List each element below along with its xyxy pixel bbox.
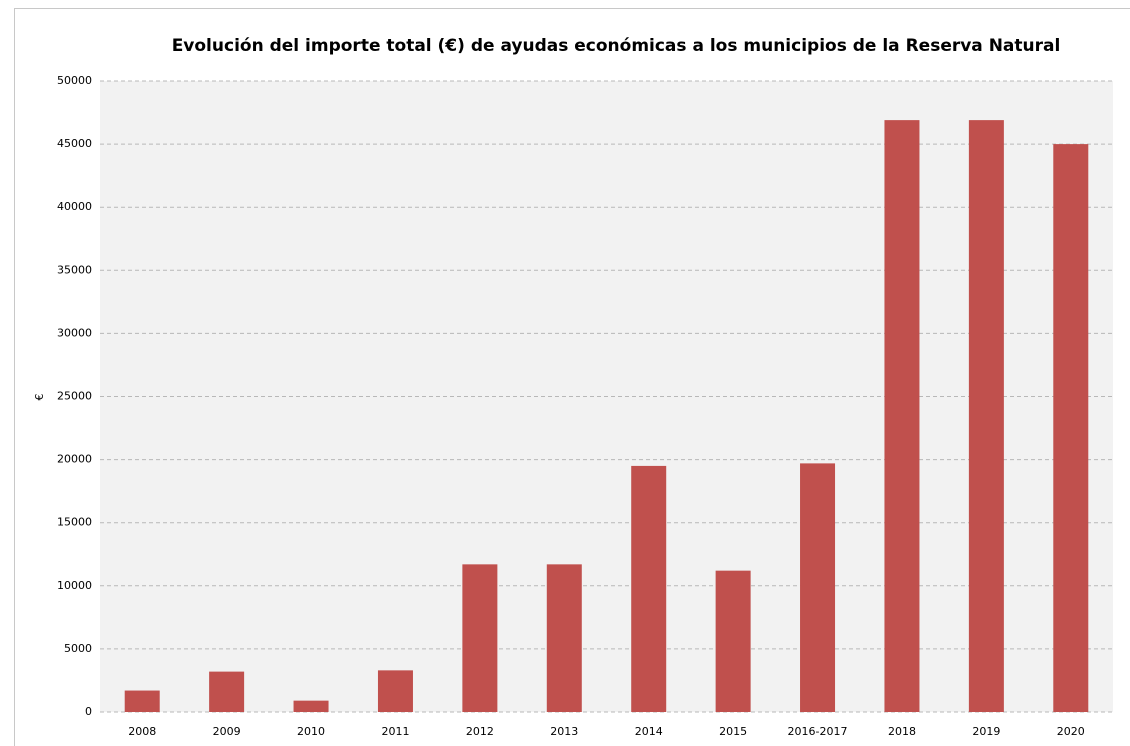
x-tick-label: 2020 — [1057, 725, 1085, 738]
y-tick-label: 10000 — [57, 579, 92, 592]
bar — [124, 690, 160, 712]
x-tick-label: 2009 — [213, 725, 241, 738]
x-tick-label: 2012 — [466, 725, 494, 738]
y-tick-label: 0 — [85, 705, 92, 718]
x-tick-label: 2019 — [972, 725, 1000, 738]
x-tick-label: 2008 — [128, 725, 156, 738]
bar — [377, 670, 413, 712]
y-tick-label: 15000 — [57, 516, 92, 529]
bar — [800, 463, 836, 712]
y-tick-label: 25000 — [57, 390, 92, 403]
y-tick-label: 50000 — [57, 74, 92, 87]
bar — [968, 120, 1004, 712]
x-tick-label: 2011 — [381, 725, 409, 738]
y-tick-label: 20000 — [57, 453, 92, 466]
y-tick-label: 5000 — [64, 642, 92, 655]
bar — [715, 570, 751, 712]
bar — [546, 564, 582, 712]
y-tick-label: 40000 — [57, 200, 92, 213]
bar — [462, 564, 498, 712]
y-tick-label: 30000 — [57, 326, 92, 339]
x-tick-label: 2013 — [550, 725, 578, 738]
y-axis-label: € — [33, 394, 46, 401]
bar — [631, 465, 667, 712]
bar — [884, 120, 920, 712]
y-tick-label: 35000 — [57, 263, 92, 276]
bar — [1053, 144, 1089, 713]
x-tick-label: 2010 — [297, 725, 325, 738]
bar — [293, 700, 329, 712]
y-tick-label: 45000 — [57, 137, 92, 150]
x-tick-label: 2018 — [888, 725, 916, 738]
x-tick-label: 2014 — [635, 725, 663, 738]
bar — [209, 671, 245, 712]
chart-title: Evolución del importe total (€) de ayuda… — [172, 36, 1061, 56]
x-tick-label: 2016-2017 — [788, 725, 848, 738]
x-tick-label: 2015 — [719, 725, 747, 738]
